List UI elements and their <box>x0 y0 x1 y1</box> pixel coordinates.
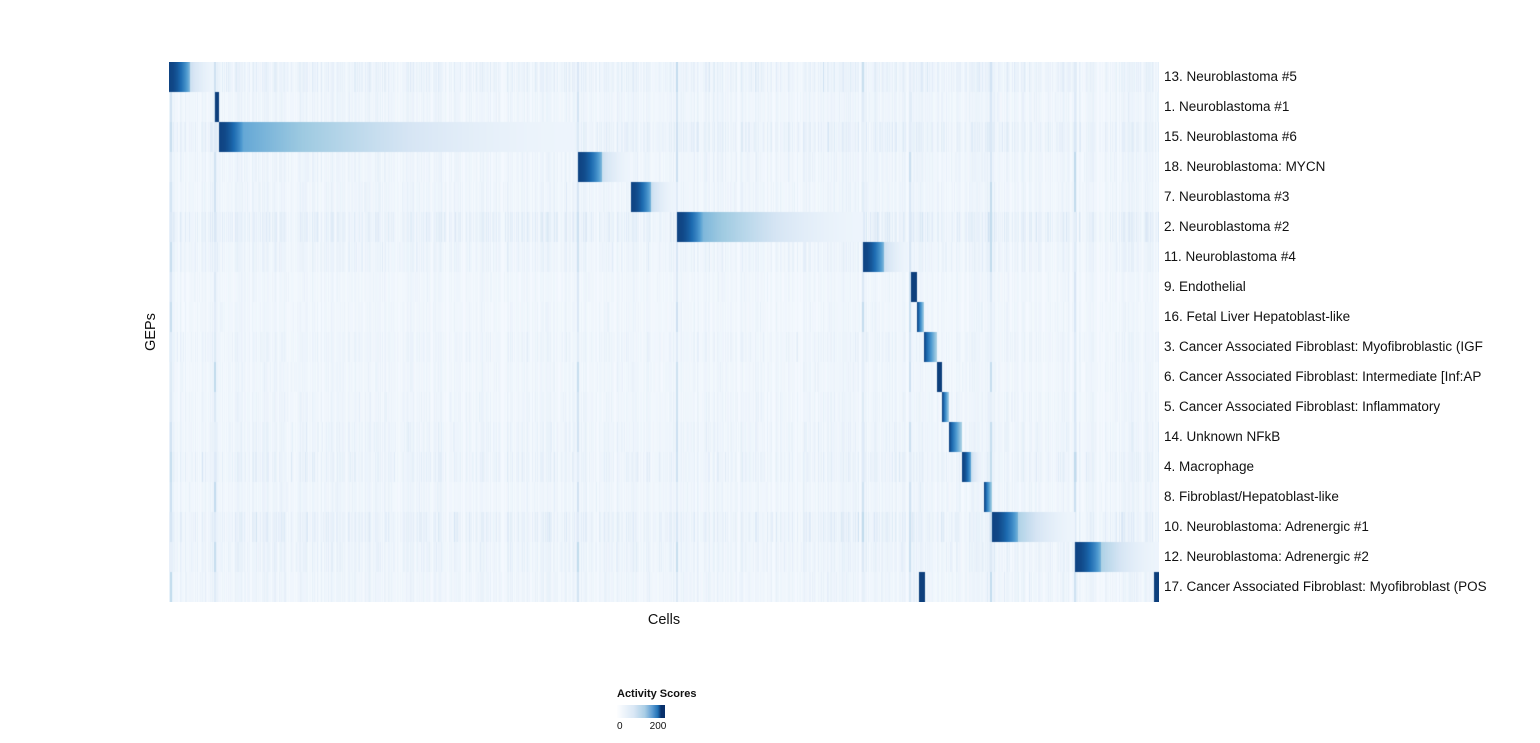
row-label: 6. Cancer Associated Fibroblast: Interme… <box>1164 369 1482 384</box>
x-axis-label: Cells <box>647 612 681 628</box>
row-labels: 13. Neuroblastoma #5 1. Neuroblastoma #1 1… <box>1164 62 1540 602</box>
row-label: 8. Fibroblast/Hepatoblast-like <box>1164 489 1339 504</box>
row-label: 11. Neuroblastoma #4 <box>1164 249 1296 264</box>
legend-title: Activity Scores <box>617 688 697 700</box>
row-label: 10. Neuroblastoma: Adrenergic #1 <box>1164 519 1369 534</box>
row-label: 12. Neuroblastoma: Adrenergic #2 <box>1164 549 1369 564</box>
row-label: 2. Neuroblastoma #2 <box>1164 219 1290 234</box>
row-label: 5. Cancer Associated Fibroblast: Inflamm… <box>1164 399 1441 414</box>
row-label: 15. Neuroblastoma #6 <box>1164 129 1297 144</box>
heatmap-canvas <box>169 62 1159 602</box>
legend-gradient-bar <box>617 705 665 718</box>
row-label: 7. Neuroblastoma #3 <box>1164 189 1290 204</box>
row-label: 18. Neuroblastoma: MYCN <box>1164 159 1326 174</box>
row-label: 4. Macrophage <box>1164 459 1255 474</box>
row-label: 1. Neuroblastoma #1 <box>1164 99 1290 114</box>
legend-ticks: 0 200 <box>617 721 697 733</box>
row-label: 14. Unknown NFkB <box>1164 429 1281 444</box>
row-label: 16. Fetal Liver Hepatoblast-like <box>1164 309 1351 324</box>
legend-tick-max: 200 <box>649 721 667 732</box>
row-label: 3. Cancer Associated Fibroblast: Myofibr… <box>1164 339 1483 354</box>
legend: Activity Scores 0 200 <box>617 688 697 733</box>
y-axis-label: GEPs <box>143 313 159 351</box>
legend-tick-min: 0 <box>617 721 623 732</box>
row-label: 13. Neuroblastoma #5 <box>1164 69 1297 84</box>
row-label: 17. Cancer Associated Fibroblast: Myofib… <box>1164 579 1487 594</box>
row-label: 9. Endothelial <box>1164 279 1246 294</box>
